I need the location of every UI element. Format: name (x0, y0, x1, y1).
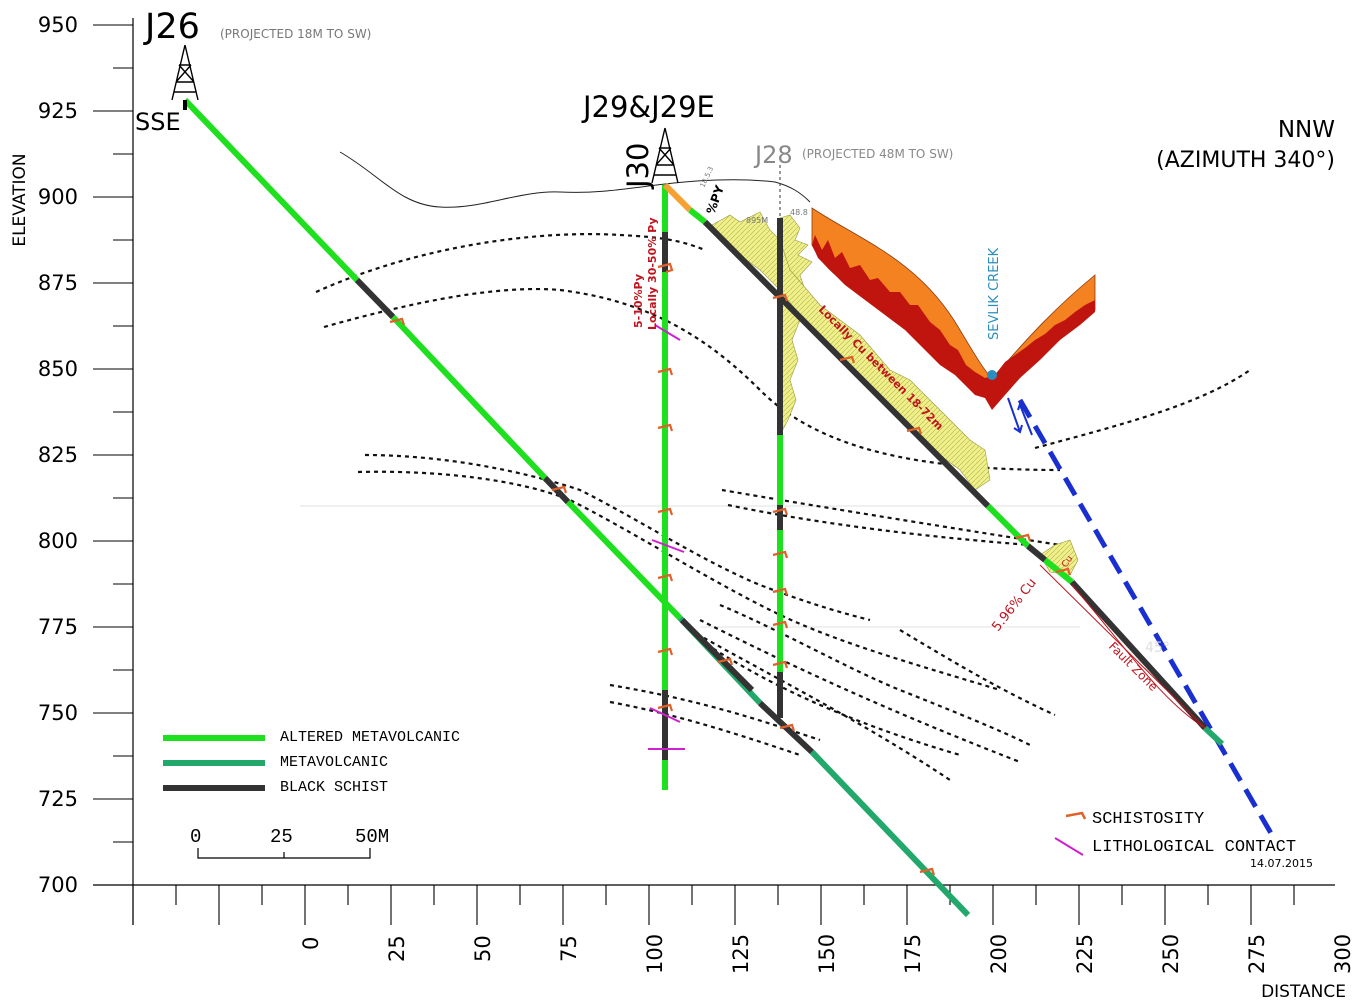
legend-label-metavolcanic: METAVOLCANIC (280, 754, 388, 771)
symbol-legend: SCHISTOSITY LITHOLOGICAL CONTACT 14.07.2… (1054, 810, 1313, 870)
x-tick-marks (132, 885, 1295, 925)
fault-zone-leaders (1039, 564, 1206, 729)
topography-line (339, 151, 811, 208)
j28-label: J28 (753, 141, 793, 169)
scale-bar: 0 25 50M (190, 826, 389, 859)
tiny-annotation-c: 48.8 (790, 208, 808, 217)
scale-bar-line (197, 848, 371, 859)
y-tick-label: 825 (38, 443, 78, 467)
lithological-contacts (315, 232, 1251, 781)
j29-schist-1 (702, 219, 991, 509)
x-tick-label: 225 (1073, 934, 1097, 974)
x-axis-title: DISTANCE (1261, 982, 1346, 1002)
legend-item-metavolcanic: METAVOLCANIC (163, 754, 388, 771)
azimuth-label: (AZIMUTH 340°) (1156, 148, 1335, 173)
scale-label: 25 (270, 826, 293, 848)
y-tick-label: 700 (38, 873, 78, 897)
fault-line (1017, 398, 1275, 837)
x-tick-label: 300 (1331, 934, 1355, 974)
axes-frame (93, 18, 1335, 925)
y-tick-label: 775 (38, 615, 78, 639)
j26-label: J26 (143, 7, 200, 47)
contact-legend-symbol (1054, 837, 1084, 856)
x-tick-label: 125 (729, 934, 753, 974)
x-tick-label: 175 (901, 934, 925, 974)
legend-label-altered: ALTERED METAVOLCANIC (280, 729, 460, 746)
creek-label: SEVLIK CREEK (987, 247, 1002, 340)
dip-annotation: 45° (1145, 640, 1170, 656)
y-tick-label: 725 (38, 787, 78, 811)
date-label: 14.07.2015 (1250, 857, 1313, 870)
anomaly-inner (812, 235, 1095, 410)
j26-note: (PROJECTED 18M TO SW) (220, 27, 371, 41)
x-tick-label: 250 (1159, 934, 1183, 974)
j26-schist-1 (354, 277, 396, 320)
py-annotation-b: Locally 30-50% Py (646, 217, 659, 330)
legend: ALTERED METAVOLCANIC METAVOLCANIC BLACK … (163, 729, 460, 796)
j26-altered-3 (565, 499, 683, 621)
j29-top (662, 182, 693, 213)
y-tick-label: 925 (38, 99, 78, 123)
contact-markers (648, 324, 685, 750)
schistosity-legend-symbol (1065, 811, 1087, 820)
j29-label: J29&J29E (581, 90, 715, 124)
j29-altered-1 (688, 207, 707, 225)
rig-icon-j29 (651, 127, 679, 184)
legend-item-altered: ALTERED METAVOLCANIC (163, 729, 460, 746)
sse-label: SSE (135, 108, 181, 136)
y-axis-title: ELEVATION (10, 153, 30, 246)
legend-item-schist: BLACK SCHIST (163, 779, 388, 796)
legend-label-schist: BLACK SCHIST (280, 779, 388, 796)
y-tick-marks (93, 24, 133, 886)
rig-icon-j26 (171, 44, 199, 110)
schistosity-markers (389, 262, 1072, 876)
x-tick-label: 25 (385, 935, 409, 962)
scale-label: 0 (190, 826, 201, 848)
j30-schist-branch (679, 617, 755, 693)
py-annotation-c: %PY (704, 183, 727, 216)
j26-altered-1 (182, 97, 360, 283)
x-tick-label: 275 (1245, 934, 1269, 974)
x-tick-labels: 0 25 50 75 100 125 150 175 200 225 250 2… (299, 934, 1355, 974)
x-tick-label: 150 (815, 934, 839, 974)
py-annotation-a: 5-10%Py (632, 274, 645, 328)
reference-lines (300, 505, 1080, 628)
j26-meta-2 (809, 749, 971, 918)
y-tick-label: 900 (38, 185, 78, 209)
j29-schist-3 (1069, 579, 1208, 731)
x-tick-label: 75 (557, 935, 581, 962)
j30-label: J30 (621, 143, 655, 190)
j28-note: (PROJECTED 48M TO SW) (802, 147, 953, 161)
y-tick-label: 800 (38, 529, 78, 553)
y-tick-label: 875 (38, 271, 78, 295)
j26-altered-2 (390, 314, 548, 481)
tiny-annotation-b: 895M (746, 216, 768, 225)
creek-marker (987, 370, 997, 380)
y-tick-labels: 950 925 900 875 850 825 800 775 750 725 … (38, 13, 78, 897)
y-tick-label: 750 (38, 701, 78, 725)
contact-legend-label: LITHOLOGICAL CONTACT (1092, 838, 1296, 857)
x-tick-label: 200 (987, 934, 1011, 974)
j29-meta (1202, 725, 1225, 747)
cu-grade-annotation: 5.96% Cu (989, 576, 1039, 635)
x-tick-label: 0 (299, 937, 323, 950)
scale-label: 50M (355, 826, 389, 848)
nnw-label: NNW (1278, 117, 1335, 143)
x-tick-label: 100 (643, 934, 667, 974)
y-tick-label: 950 (38, 13, 78, 37)
y-tick-label: 850 (38, 357, 78, 381)
fault-sense-arrows (1007, 397, 1033, 436)
x-tick-label: 50 (471, 935, 495, 962)
geochem-anomaly (811, 207, 1096, 410)
j29-altered-2 (985, 503, 1031, 549)
j29-schist-2 (1026, 543, 1047, 563)
schistosity-legend-label: SCHISTOSITY (1092, 810, 1204, 829)
